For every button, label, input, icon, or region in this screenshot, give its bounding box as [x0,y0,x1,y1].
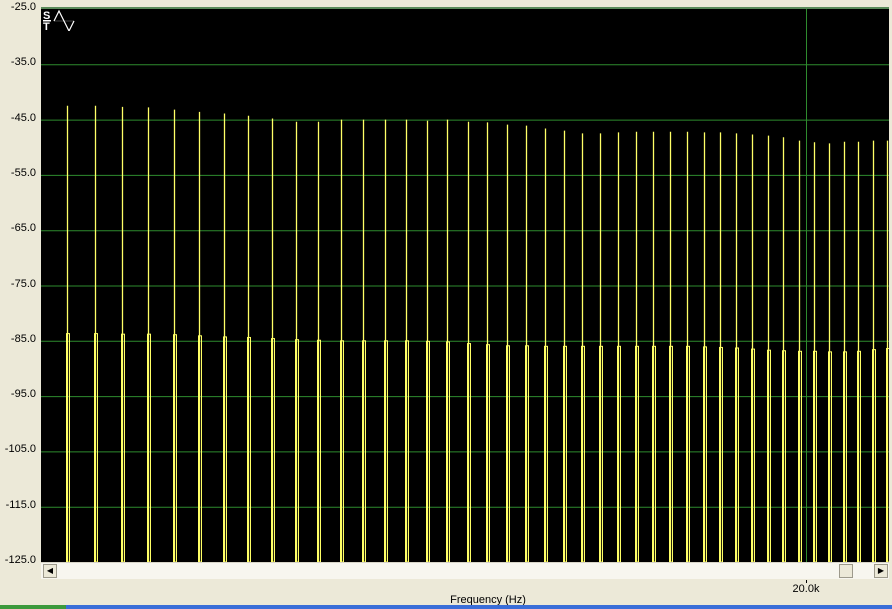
scroll-right-button[interactable]: ▶ [874,564,888,578]
floor-peak [506,345,510,562]
floor-peak [426,340,430,562]
floor-peak [295,339,299,562]
floor-peak [317,339,321,562]
floor-peak [121,333,125,562]
scroll-left-button[interactable]: ◀ [43,564,57,578]
y-tick-label: -85.0 [10,332,36,345]
floor-peak [247,336,251,562]
y-tick-label: -75.0 [10,277,36,290]
status-bar [0,605,892,609]
floor-peak [857,350,861,562]
floor-peak [872,349,876,562]
floor-peak [446,341,450,562]
floor-peak [525,345,529,562]
floor-peak [703,346,707,562]
y-tick-label: -95.0 [10,388,36,401]
floor-peak [271,338,275,562]
x-axis-label: Frequency (Hz) [450,594,526,606]
floor-peak [147,333,151,562]
svg-text:T: T [43,21,50,31]
scroll-thumb[interactable] [839,564,853,578]
floor-peak [798,350,802,562]
y-tick-label: -105.0 [4,443,36,456]
y-tick-label: -35.0 [10,56,36,69]
stereo-sine-icon[interactable]: S T [41,9,85,31]
floor-peak [751,348,755,562]
floor-peak [813,350,817,562]
y-tick-label: -45.0 [10,111,36,124]
floor-peak [719,346,723,562]
y-tick-label: -65.0 [10,222,36,235]
spectrum-svg [41,9,889,562]
y-tick-label: -55.0 [10,166,36,179]
spectrum-plot: S T [41,7,889,562]
floor-peak [173,334,177,562]
y-tick-label: -125.0 [4,554,36,566]
y-tick-label: -115.0 [5,498,36,511]
floor-peak [735,347,739,562]
floor-peak [198,335,202,562]
x-tick-mark [806,580,807,583]
horizontal-scrollbar[interactable]: ◀ ▶ [41,562,889,579]
floor-peak [467,343,471,562]
svg-text:S: S [43,10,50,22]
y-tick-label: -25.0 [10,1,36,13]
x-tick-label: 20.0k [792,583,820,595]
floor-peak [782,350,786,562]
status-segment [0,605,66,609]
